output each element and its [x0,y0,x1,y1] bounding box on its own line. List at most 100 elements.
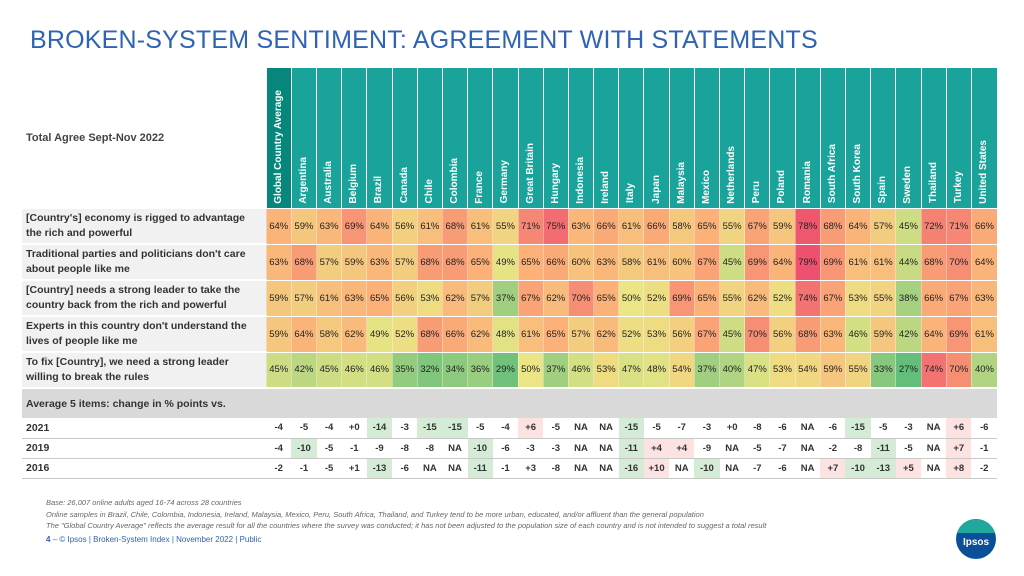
column-header-ireland: Ireland [593,68,619,208]
statement-row: To fix [Country], we need a strong leade… [22,351,997,389]
agree-cell: 53% [416,279,443,317]
agree-cell: 55% [492,207,519,245]
agree-cell: 57% [467,279,493,317]
column-header-label: Indonesia [574,156,586,204]
change-cell: -15 [417,418,443,439]
agree-cell: 68% [290,243,317,281]
change-cell: -11 [870,438,896,459]
column-header-romania: Romania [794,68,821,208]
agree-cell: 64% [769,243,796,281]
change-cell: NA [568,458,594,479]
agree-cell: 67% [517,279,544,317]
change-cell: +1 [341,458,367,479]
change-cell: -4 [316,418,342,439]
agree-cell: 78% [794,207,821,245]
agree-cell: 42% [895,315,922,353]
column-header-label: Mexico [700,169,712,204]
change-cell: -5 [316,438,342,459]
agree-cell: 62% [593,315,619,353]
agree-cell: 68% [416,315,443,353]
change-cell: NA [795,438,821,459]
agree-cell: 36% [467,351,493,389]
agree-cell: 63% [316,207,342,245]
change-row-2016: 2016 -2 -1 -5 +1 -13 -6 NA NA -11 -1 +3 -8 NA NA -16 +10… [22,458,997,479]
agree-cell: 53% [593,351,619,389]
agree-cell: 52% [769,279,796,317]
change-cell: NA [568,418,594,439]
column-header-label: South Korea [852,144,864,204]
change-cell: +4 [643,438,670,459]
change-cell: -11 [618,438,644,459]
change-cell: -5 [467,418,493,439]
change-cell: NA [719,438,745,459]
agree-cell: 68% [441,207,468,245]
change-cell: NA [417,458,443,479]
column-header-malaysia: Malaysia [668,68,695,208]
column-header-turkey: Turkey [945,68,972,208]
change-cell: +0 [341,418,367,439]
column-header-label: Malaysia [675,161,687,204]
agree-cell: 64% [265,207,292,245]
column-header-label: United States [978,139,990,204]
agree-cell: 67% [744,207,770,245]
ipsos-logo: Ipsos [956,519,996,559]
column-header-italy: Italy [618,68,644,208]
change-cell: -2 [266,458,292,479]
change-cell: -2 [820,438,846,459]
change-cell: -3 [518,438,544,459]
change-cell: -11 [467,458,493,479]
change-cell: +7 [820,458,846,479]
change-row-2019: 2019 -4 -10 -5 -1 -9 -8 -8 NA -10 -6 -3 -3 NA NA -11 +4 +… [22,438,997,459]
column-header-label: Japan [650,174,662,204]
statement-row: Experts in this country don't understand… [22,315,997,353]
column-header-label: Poland [776,170,788,204]
agree-cell: 61% [844,243,871,281]
footnote-base: Base: 26,007 online adults aged 16-74 ac… [46,498,242,507]
change-cell: -9 [366,438,393,459]
agree-cell: 71% [945,207,972,245]
change-cell: -3 [392,418,418,439]
footer: 4 – © Ipsos | Broken-System Index | Nove… [46,535,261,544]
agree-cell: 71% [517,207,544,245]
column-header-great-britain: Great Britain [517,68,544,208]
agree-cell: 63% [593,243,619,281]
agree-cell: 69% [819,243,846,281]
column-header-label: Germany [499,160,511,204]
change-cell: -5 [870,418,896,439]
change-cell: -5 [316,458,342,479]
change-cell: -15 [845,418,871,439]
change-cell: -10 [694,458,720,479]
agree-cell: 40% [970,351,997,389]
change-cell: -1 [341,438,367,459]
column-header-south-korea: South Korea [844,68,871,208]
change-cell: -5 [643,418,670,439]
average-change-header: Average 5 items: change in % points vs. [22,387,997,418]
agree-cell: 67% [819,279,846,317]
change-cell: -15 [618,418,644,439]
agree-cell: 68% [441,243,468,281]
change-cell: -6 [392,458,418,479]
agree-cell: 59% [290,207,317,245]
column-header-label: Romania [801,161,813,204]
agree-cell: 46% [366,351,393,389]
agree-cell: 65% [542,315,569,353]
column-header-colombia: Colombia [441,68,468,208]
agree-cell: 64% [366,207,393,245]
column-header-spain: Spain [870,68,896,208]
agree-cell: 70% [945,351,972,389]
change-cell: -1 [291,458,317,479]
column-header-united-states: United States [970,68,997,208]
agree-cell: 48% [643,351,670,389]
agree-cell: 66% [593,207,619,245]
change-cell: -15 [442,418,468,439]
agree-cell: 60% [668,243,695,281]
agree-cell: 62% [744,279,770,317]
agree-cell: 55% [870,279,896,317]
agree-cell: 60% [567,243,594,281]
column-header-thailand: Thailand [920,68,947,208]
change-cell: NA [795,458,821,479]
statement-label: Traditional parties and politicians don'… [22,243,267,281]
agree-cell: 66% [970,207,997,245]
column-header-south-africa: South Africa [819,68,846,208]
change-cell: -6 [769,418,796,439]
